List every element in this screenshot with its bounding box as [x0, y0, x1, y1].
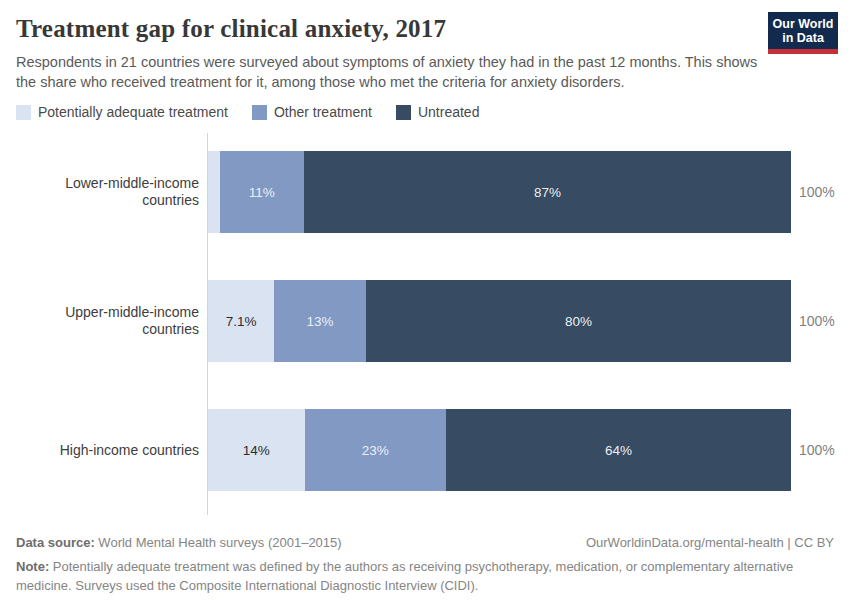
legend-item-potentially-adequate[interactable]: Potentially adequate treatment: [16, 104, 228, 120]
bar-row-high-income: High-income countries 14% 23% 64% 100%: [16, 409, 834, 491]
bar-rows: Lower-middle-income countries 11% 87% 10…: [16, 133, 834, 491]
total-label: 100%: [791, 280, 835, 362]
footer: Data source: World Mental Health surveys…: [16, 535, 834, 595]
bar-segment-potentially-adequate[interactable]: [208, 151, 220, 233]
note-label: Note:: [16, 559, 49, 574]
bar-segment-other-treatment[interactable]: 13%: [274, 280, 366, 362]
bar-segment-untreated[interactable]: 80%: [366, 280, 791, 362]
legend-item-untreated[interactable]: Untreated: [396, 104, 479, 120]
attribution-link[interactable]: OurWorldinData.org/mental-health | CC BY: [586, 535, 834, 550]
bar-segment-potentially-adequate[interactable]: 14%: [208, 409, 305, 491]
owid-logo-red-bar: [768, 49, 838, 54]
note-text: Potentially adequate treatment was defin…: [16, 559, 793, 593]
bar-segment-untreated[interactable]: 64%: [446, 409, 791, 491]
legend-swatch-other-treatment: [252, 105, 267, 120]
owid-logo-line2: in Data: [770, 31, 836, 45]
legend-item-other-treatment[interactable]: Other treatment: [252, 104, 372, 120]
chart-page: Our World in Data Treatment gap for clin…: [0, 0, 850, 600]
total-label: 100%: [791, 151, 835, 233]
owid-logo-line1: Our World: [770, 17, 836, 31]
legend-label: Potentially adequate treatment: [38, 104, 228, 120]
data-source-text: World Mental Health surveys (2001–2015): [95, 535, 342, 550]
legend-swatch-potentially-adequate: [16, 105, 31, 120]
stacked-bar: 7.1% 13% 80%: [208, 280, 791, 362]
bar-row-lower-middle-income: Lower-middle-income countries 11% 87% 10…: [16, 151, 834, 233]
data-source: Data source: World Mental Health surveys…: [16, 535, 342, 550]
data-source-label: Data source:: [16, 535, 95, 550]
stacked-bar: 11% 87%: [208, 151, 791, 233]
bar-segment-untreated[interactable]: 87%: [304, 151, 791, 233]
page-subtitle: Respondents in 21 countries were surveye…: [16, 52, 761, 92]
legend-label: Other treatment: [274, 104, 372, 120]
category-label: Lower-middle-income countries: [16, 151, 207, 233]
bar-segment-potentially-adequate[interactable]: 7.1%: [208, 280, 274, 362]
footer-note: Note: Potentially adequate treatment was…: [16, 557, 834, 595]
legend-swatch-untreated: [396, 105, 411, 120]
bar-segment-other-treatment[interactable]: 11%: [220, 151, 304, 233]
footer-source-row: Data source: World Mental Health surveys…: [16, 535, 834, 550]
page-title: Treatment gap for clinical anxiety, 2017: [16, 0, 834, 43]
stacked-bar-chart: Lower-middle-income countries 11% 87% 10…: [16, 133, 834, 515]
owid-logo[interactable]: Our World in Data: [768, 12, 838, 54]
category-label: Upper-middle-income countries: [16, 280, 207, 362]
total-label: 100%: [791, 409, 835, 491]
legend-label: Untreated: [418, 104, 479, 120]
stacked-bar: 14% 23% 64%: [208, 409, 791, 491]
category-label: High-income countries: [16, 409, 207, 491]
bar-row-upper-middle-income: Upper-middle-income countries 7.1% 13% 8…: [16, 280, 834, 362]
legend: Potentially adequate treatment Other tre…: [16, 104, 834, 120]
owid-logo-text: Our World in Data: [768, 12, 838, 49]
bar-segment-other-treatment[interactable]: 23%: [305, 409, 446, 491]
